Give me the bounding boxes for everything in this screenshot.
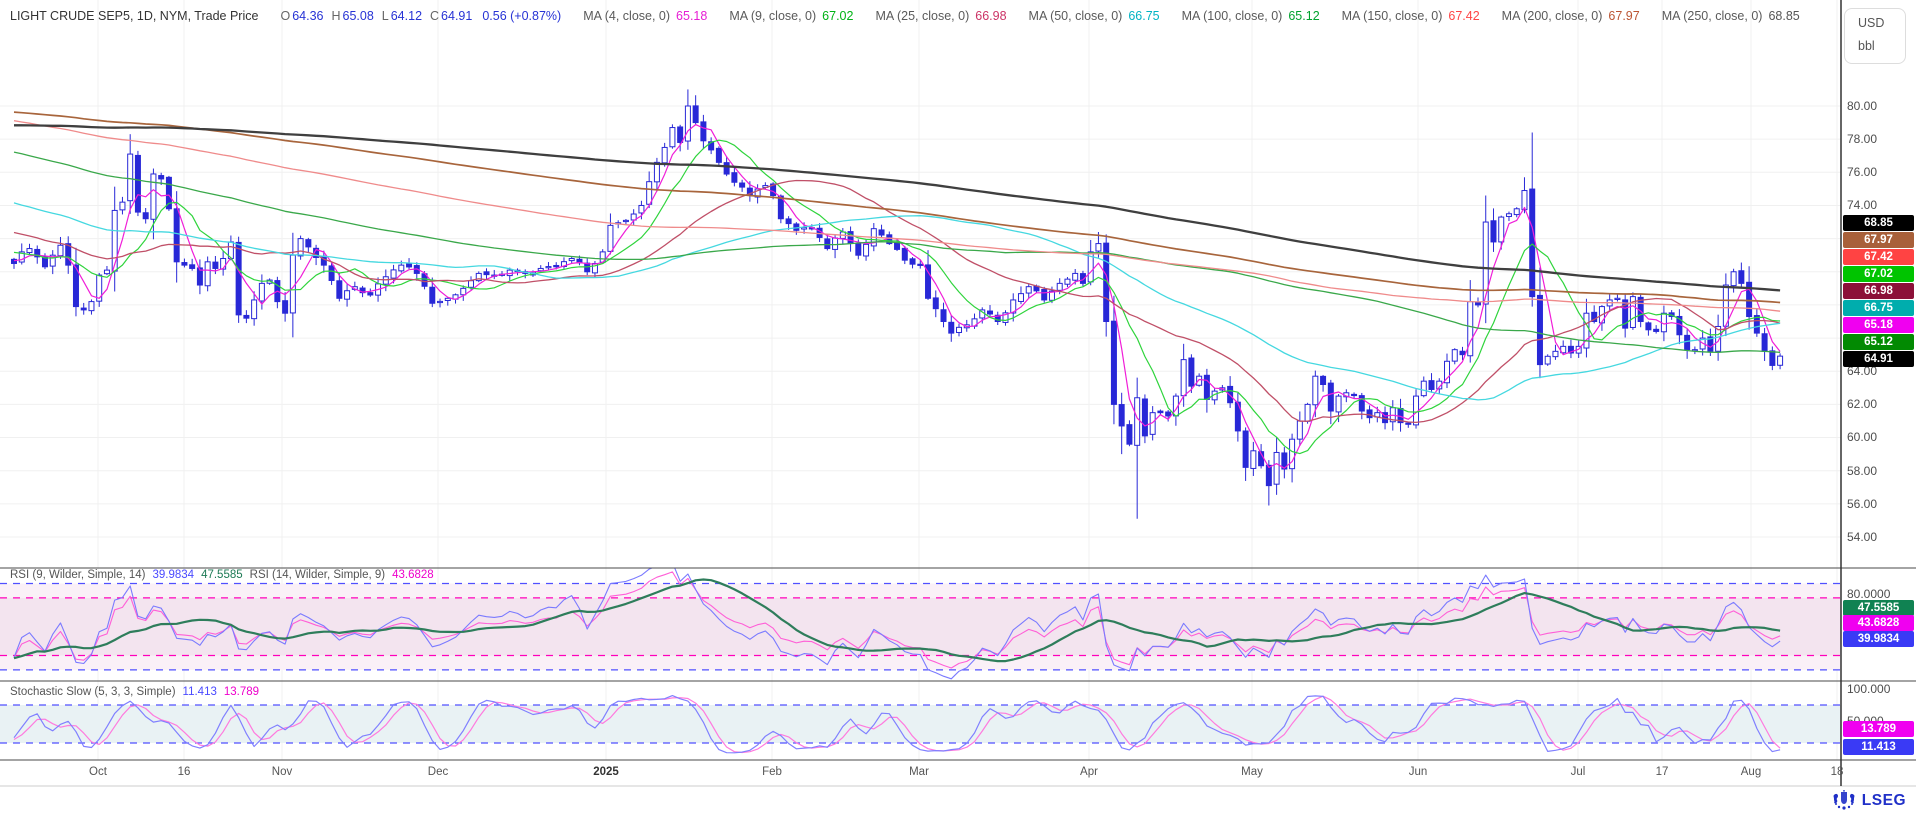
price-badge: 64.91 [1843,351,1914,367]
ma-legend-label: MA (50, close, 0) [1028,9,1123,23]
lseg-wordmark: LSEG [1861,792,1906,809]
ma-legend-value: 67.42 [1448,9,1480,23]
ma-legend-value: 67.02 [822,9,854,23]
time-axis-label: Nov [271,766,293,778]
ma-legend-label: MA (150, close, 0) [1341,9,1443,23]
axis-tick-label: 76.00 [1847,165,1878,179]
ma-legend-value: 66.98 [975,9,1007,23]
ohlc-value: 64.36 [292,9,324,23]
legend-part: 39.9834 [152,569,195,581]
ohlc-key: L [381,9,389,23]
price-badge: 68.85 [1843,215,1914,231]
price-badge: 65.12 [1843,334,1914,350]
time-axis-label: 2025 [593,766,619,778]
ohlc-key: H [331,9,341,23]
ma-legend-label: MA (25, close, 0) [875,9,970,23]
time-axis-label: 16 [177,766,191,778]
time-axis-label: Jul [1570,766,1586,778]
time-axis-label: Jun [1408,766,1428,778]
time-axis-label: Aug [1740,766,1762,778]
rsi-badge: 39.9834 [1843,631,1914,647]
legend-part: 11.413 [182,686,217,698]
time-axis-label: Apr [1080,766,1098,778]
axis-tick-label: 54.00 [1847,530,1878,544]
axis-tick-label: 64.00 [1847,364,1878,378]
rsi-legend[interactable]: RSI (9, Wilder, Simple, 14) 39.9834 47.558… [10,569,441,581]
ma-legend-label: MA (100, close, 0) [1181,9,1283,23]
ohlc-key: C [430,9,440,23]
axis-tick-label: 58.00 [1847,464,1878,478]
price-badge: 65.18 [1843,317,1914,333]
time-axis-label: 17 [1655,766,1669,778]
axis-tick-label: 56.00 [1847,497,1878,511]
time-axis-label: Feb [762,766,782,778]
axis-unit-currency: USD [1858,16,1885,30]
stoch-badge: 13.789 [1843,721,1914,737]
instrument-title: LIGHT CRUDE SEP5, 1D, NYM, Trade Price [10,9,259,23]
ma-legend-values: MA (4, close, 0) 65.18 MA (9, close, 0) 67.… [561,9,1800,23]
price-badge: 66.75 [1843,300,1914,316]
legend-part: RSI (9, Wilder, Simple, 14) [10,569,146,581]
ma-legend-value: 65.18 [676,9,708,23]
legend-part: 43.6828 [392,569,434,581]
axis-tick-label: 62.00 [1847,397,1878,411]
axis-unit-measure: bbl [1858,39,1875,53]
price-badge: 67.02 [1843,266,1914,282]
ma-legend-label: MA (200, close, 0) [1501,9,1603,23]
rsi-badge: 47.5585 [1843,600,1914,616]
price-badge: 66.98 [1843,283,1914,299]
axis-tick-label: 74.00 [1847,198,1878,212]
ohlc-value: 64.91 [441,9,473,23]
ma-legend-label: MA (4, close, 0) [583,9,671,23]
change-value: 0.56 (+0.87%) [482,9,562,23]
axis-tick-label: 60.00 [1847,430,1878,444]
legend-part: 13.789 [223,686,260,698]
axis-tick-label: 80.0000 [1847,587,1891,601]
stoch-badge: 11.413 [1843,739,1914,755]
ma-legend-value: 65.12 [1288,9,1320,23]
legend-part: Stochastic Slow (5, 3, 3, Simple) [10,686,176,698]
lseg-logo: LSEG [1832,790,1906,812]
legend-part: 47.5585 [201,569,243,581]
ohlc-key: O [280,9,291,23]
main-chart-legend[interactable]: LIGHT CRUDE SEP5, 1D, NYM, Trade Price O… [10,9,1800,23]
ohlc-values: O 64.36 H 65.08 L 64.12 C 64.91 [272,9,472,23]
axis-tick-label: 80.00 [1847,99,1878,113]
ma-legend-value: 67.97 [1608,9,1640,23]
ohlc-value: 65.08 [342,9,374,23]
ohlc-value: 64.12 [390,9,423,23]
time-axis-label: Mar [909,766,929,778]
axis-tick-label: 78.00 [1847,132,1878,146]
ma-legend-label: MA (250, close, 0) [1661,9,1763,23]
time-axis-label: May [1241,766,1263,778]
rsi-badge: 43.6828 [1843,615,1914,631]
axis-tick-label: 100.000 [1847,682,1891,696]
time-axis-label: Oct [89,766,107,778]
legend-part: RSI (14, Wilder, Simple, 9) [249,569,386,581]
axis-unit-box[interactable]: USD bbl [1844,8,1906,64]
price-badge: 67.97 [1843,232,1914,248]
time-axis-label: Dec [427,766,449,778]
price-badge: 67.42 [1843,249,1914,265]
ma-legend-value: 66.75 [1128,9,1160,23]
time-axis-label: 18 [1830,766,1844,778]
ma-legend-value: 68.85 [1768,9,1800,23]
stochastic-legend[interactable]: Stochastic Slow (5, 3, 3, Simple) 11.413 1… [10,686,266,698]
ma-legend-label: MA (9, close, 0) [729,9,817,23]
lseg-crest-icon [1833,790,1855,810]
